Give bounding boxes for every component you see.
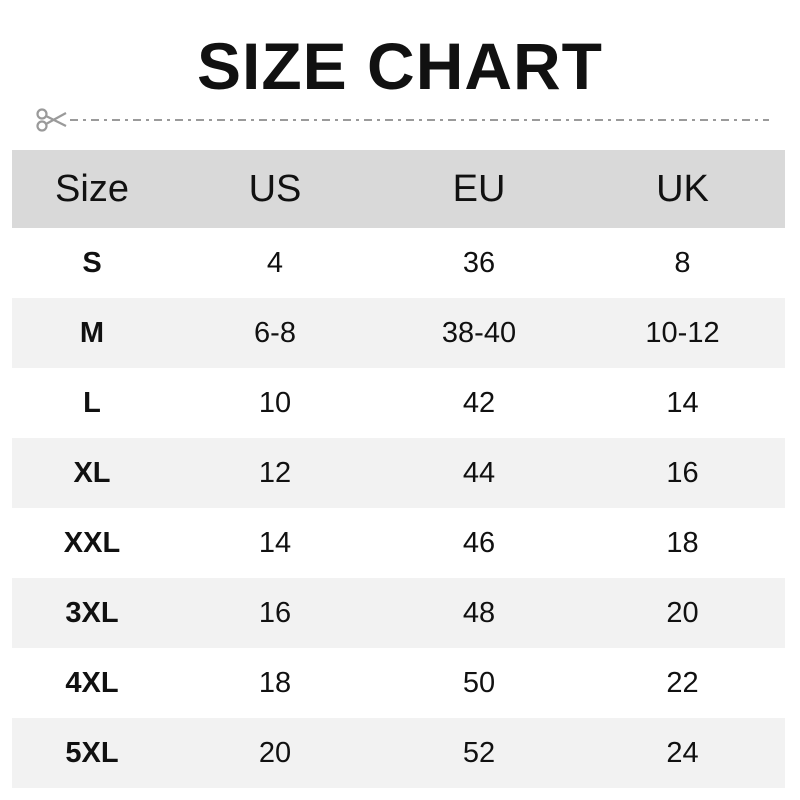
page-title: SIZE CHART [197,29,603,103]
table-row: 3XL 16 48 20 [12,578,785,648]
cell-eu: 46 [462,526,496,559]
cell-eu: 38-40 [441,316,517,349]
cell-us: 6-8 [254,316,296,349]
table-header-row: Size US EU UK [12,150,785,228]
cell-us: 12 [258,456,292,489]
cell-size: XL [73,456,111,489]
header-us: US [248,167,302,210]
header-uk: UK [656,167,709,210]
table-row: XXL 14 46 18 [12,508,785,578]
table-row: S 4 36 8 [12,228,785,298]
table-row: L 10 42 14 [12,368,785,438]
cell-uk: 10-12 [645,316,720,349]
cell-uk: 14 [666,386,699,419]
cell-us: 14 [258,526,292,559]
scissors-icon [36,108,67,132]
cell-size: 3XL [65,596,119,629]
cell-size: 4XL [65,666,119,699]
table-row: XL 12 44 16 [12,438,785,508]
cell-uk: 8 [674,246,691,279]
cell-size: M [79,316,105,349]
cell-eu: 52 [462,736,496,769]
cell-uk: 24 [666,736,699,769]
cell-size: L [83,386,101,419]
cell-eu: 48 [462,596,496,629]
cell-eu: 50 [462,666,496,699]
cell-us: 4 [266,246,284,279]
cell-uk: 22 [666,666,699,699]
table-row: M 6-8 38-40 10-12 [12,298,785,368]
cell-uk: 16 [666,456,699,489]
size-table: Size US EU UK S 4 36 8 M 6-8 38-40 10-12 L 10 42 14… [12,150,785,788]
header-size: Size [55,167,129,210]
header-eu: EU [452,167,506,210]
cell-us: 16 [258,596,292,629]
cell-size: S [82,246,102,279]
cell-size: 5XL [65,736,119,769]
cell-us: 18 [258,666,292,699]
cell-eu: 44 [462,456,496,489]
cell-size: XXL [63,526,121,559]
cell-us: 20 [258,736,292,769]
table-row: 5XL 20 52 24 [12,718,785,788]
cell-us: 10 [258,386,292,419]
cut-line [36,108,769,132]
table-row: 4XL 18 50 22 [12,648,785,718]
cell-eu: 42 [462,386,496,419]
cell-uk: 20 [666,596,699,629]
cell-eu: 36 [462,246,496,279]
cell-uk: 18 [666,526,699,559]
